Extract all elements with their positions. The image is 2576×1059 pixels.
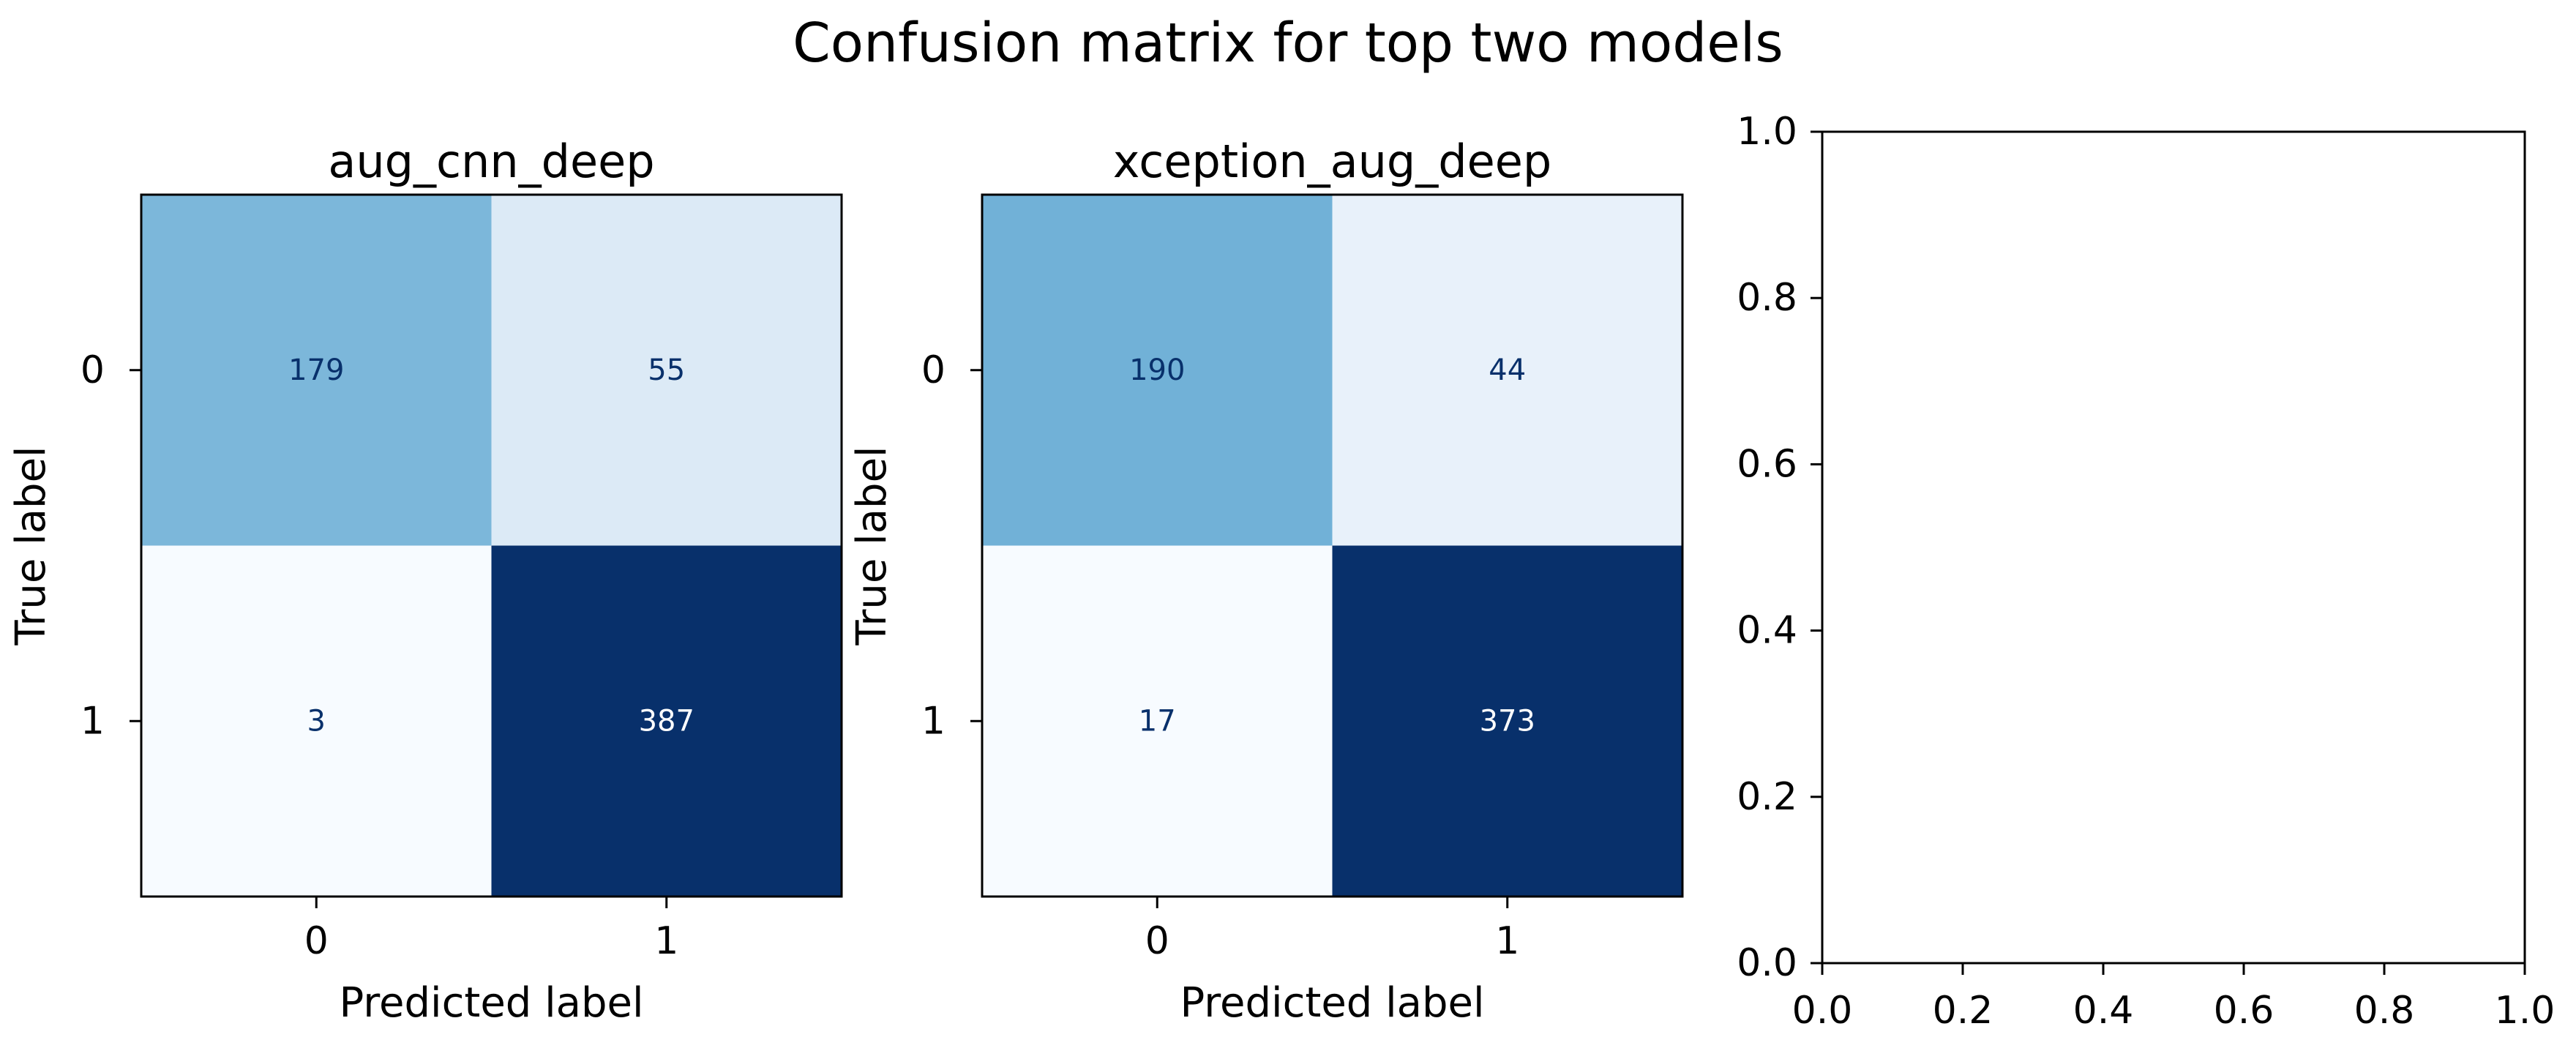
y-tick-label: 0.6 [1737,442,1797,486]
confusion-matrix-1: 179 55 3 387 0 1 0 1 aug_cnn_deep Predicted label… [7,135,843,1027]
matrix-cell [1332,545,1683,897]
matrix-cell [141,195,492,546]
x-axis-label: Predicted label [1180,979,1484,1027]
cell-value-label: 44 [1489,353,1526,387]
matrix-cell [982,195,1333,546]
matrix-cell [1332,195,1683,546]
x-tick-label: 1 [1495,919,1519,963]
cell-value-label: 179 [288,353,344,387]
x-tick-label: 1.0 [2495,989,2556,1033]
x-tick-label: 0.4 [2073,989,2134,1033]
axes-frame [140,193,843,898]
y-tick-label: 1.0 [1737,110,1797,154]
matrix-cell [491,545,842,897]
cell-value-label: 373 [1480,704,1535,738]
cell-value-label: 55 [648,353,685,387]
axes-frame [981,193,1684,898]
x-tick-label: 0.2 [1933,989,1993,1033]
subplot-title: xception_aug_deep [1113,135,1552,188]
x-tick-label: 1 [654,919,678,963]
y-axis-label: True label [848,446,896,645]
x-tick-label: 0.6 [2214,989,2274,1033]
y-tick-label: 0 [80,348,105,392]
x-tick-label: 0 [304,919,329,963]
figure-title: Confusion matrix for top two models [793,12,1783,75]
confusion-matrix-2: 190 44 17 373 0 1 0 1 xception_aug_deep Predicted… [848,135,1684,1027]
y-tick-label: 0.2 [1737,775,1797,819]
y-tick-label: 1 [921,699,946,743]
empty-axes: 0.0 0.2 0.4 0.6 0.8 1.0 0.0 0.2 0.4 0.6 0.8 1.0 [1737,110,2555,1033]
matrix-cell [491,195,842,546]
axes-frame [1821,130,2526,965]
matrix-cell [982,545,1333,897]
y-tick-label: 0 [921,348,946,392]
cell-value-label: 3 [307,704,326,738]
y-tick-label: 1 [80,699,105,743]
cell-value-label: 17 [1139,704,1176,738]
y-axis-label: True label [7,446,55,645]
y-tick-label: 0.8 [1737,276,1797,320]
matrix-cell [141,545,492,897]
y-tick-label: 0.0 [1737,941,1797,985]
x-tick-label: 0 [1145,919,1169,963]
x-tick-label: 0.0 [1792,989,1853,1033]
y-tick-label: 0.4 [1737,609,1797,653]
cell-value-label: 190 [1129,353,1185,387]
plots: 179 55 3 387 0 1 0 1 aug_cnn_deep Predicted label… [7,110,2555,1033]
x-tick-label: 0.8 [2354,989,2415,1033]
x-axis-label: Predicted label [339,979,643,1027]
cell-value-label: 387 [639,704,694,738]
subplot-title: aug_cnn_deep [328,135,654,188]
